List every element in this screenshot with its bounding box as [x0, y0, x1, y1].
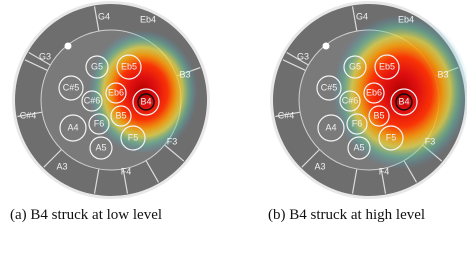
note-label: A3	[314, 161, 325, 171]
note-label: C#6	[84, 95, 101, 105]
note-label: G4	[98, 11, 110, 21]
note-label: C#5	[321, 82, 338, 92]
note-label: A5	[353, 142, 364, 152]
note-label: A5	[95, 142, 106, 152]
note-label: F6	[94, 118, 105, 128]
note-label: G3	[39, 51, 51, 61]
note-label: Eb6	[366, 87, 382, 97]
note-label: F3	[425, 136, 436, 146]
note-label: Eb5	[379, 61, 395, 71]
note-label: G5	[91, 61, 103, 71]
note-label: F5	[386, 132, 397, 142]
note-label: C#5	[63, 82, 80, 92]
caption: (a) B4 struck at low level	[10, 204, 206, 226]
note-label: Eb6	[108, 87, 124, 97]
note-label: B4	[140, 96, 151, 106]
note-label: G5	[349, 61, 361, 71]
note-label: A4	[325, 122, 336, 132]
note-label: A4	[67, 122, 78, 132]
note-label: B3	[437, 69, 448, 79]
note-label: F3	[167, 136, 178, 146]
note-label: Eb5	[121, 61, 137, 71]
note-label: F6	[352, 118, 363, 128]
handpan-image: G3 G4 Eb4 B3 F3 F4 A3 C#4 C#5 G5 Eb5 C#6 Eb6 B4 A4 F6 B5…	[270, 0, 467, 202]
note-label: Eb4	[140, 14, 156, 24]
caption: (b) B4 struck at high level	[268, 204, 467, 226]
figure: G3 G4 Eb4 B3 F3 F4 A3 C#4 C#5 G5 Eb5 C#6 Eb6 B4 A4 F6 B5…	[0, 0, 467, 254]
heatmap	[88, 30, 198, 154]
dot	[323, 43, 330, 50]
note-label: F4	[379, 166, 390, 176]
note-label: Eb4	[398, 14, 414, 24]
note-label: C#4	[278, 110, 295, 120]
note-label: G4	[356, 11, 368, 21]
note-label: B4	[398, 96, 409, 106]
note-label: C#6	[342, 95, 359, 105]
note-label: A3	[56, 161, 67, 171]
handpan-image: G3 G4 Eb4 B3 F3 F4 A3 C#4 C#5 G5 Eb5 C#6 Eb6 B4 A4 F6 B5…	[12, 0, 212, 202]
note-label: B5	[115, 110, 126, 120]
note-label: F4	[121, 166, 132, 176]
dot	[65, 43, 72, 50]
note-label: G3	[297, 51, 309, 61]
note-label: B3	[179, 69, 190, 79]
note-label: C#4	[20, 110, 37, 120]
note-label: B5	[373, 110, 384, 120]
note-label: F5	[128, 132, 139, 142]
